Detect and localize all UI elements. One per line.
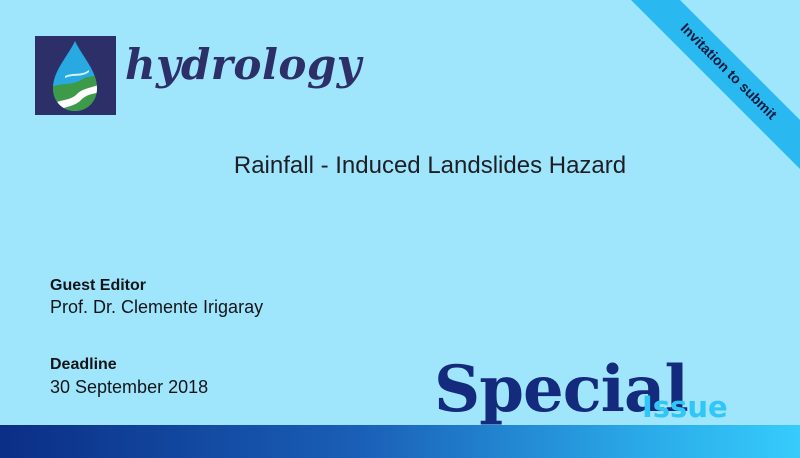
ribbon-text: Invitation to submit [678, 20, 781, 123]
water-drop-river-icon [53, 41, 97, 111]
issue-title: Rainfall - Induced Landslides Hazard [233, 152, 627, 179]
deadline-label: Deadline [50, 356, 117, 373]
deadline-date: 30 September 2018 [50, 377, 209, 397]
special-word: Special [434, 352, 689, 427]
journal-logo [35, 36, 116, 115]
guest-editor-label: Guest Editor [50, 277, 147, 294]
ribbon-band [631, 0, 800, 169]
journal-name: hydrology [125, 40, 362, 89]
bottom-gradient-bar [0, 425, 800, 458]
guest-editor-name: Prof. Dr. Clemente Irigaray [50, 297, 264, 317]
issue-word: Issue [642, 390, 728, 424]
